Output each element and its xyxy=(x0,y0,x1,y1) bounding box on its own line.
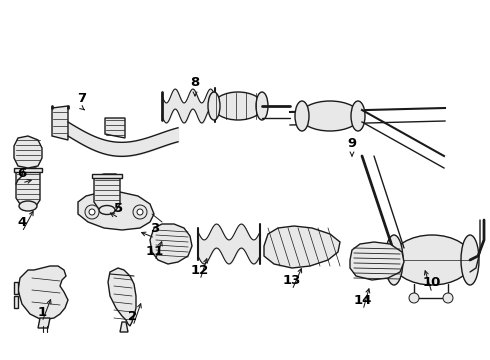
Text: 13: 13 xyxy=(283,274,301,287)
Text: 12: 12 xyxy=(191,264,209,276)
Polygon shape xyxy=(52,106,68,140)
Polygon shape xyxy=(350,242,404,280)
Ellipse shape xyxy=(351,101,365,131)
Circle shape xyxy=(85,205,99,219)
Polygon shape xyxy=(92,174,122,178)
Ellipse shape xyxy=(99,206,115,215)
Polygon shape xyxy=(264,226,340,268)
Polygon shape xyxy=(14,296,18,308)
Polygon shape xyxy=(38,318,50,328)
Polygon shape xyxy=(105,118,125,138)
Ellipse shape xyxy=(256,92,268,120)
Text: 11: 11 xyxy=(146,244,164,257)
Text: 3: 3 xyxy=(150,221,160,234)
Polygon shape xyxy=(120,322,128,332)
Text: 6: 6 xyxy=(17,166,26,180)
Ellipse shape xyxy=(213,92,263,120)
Ellipse shape xyxy=(461,235,479,285)
Circle shape xyxy=(133,205,147,219)
Ellipse shape xyxy=(295,101,309,131)
Polygon shape xyxy=(16,168,40,208)
Text: 4: 4 xyxy=(17,216,26,229)
Polygon shape xyxy=(150,224,192,264)
Circle shape xyxy=(409,293,419,303)
Text: 8: 8 xyxy=(191,76,199,89)
Polygon shape xyxy=(78,192,154,230)
Circle shape xyxy=(89,209,95,215)
Ellipse shape xyxy=(208,92,220,120)
Polygon shape xyxy=(14,282,18,294)
Polygon shape xyxy=(94,174,120,212)
Ellipse shape xyxy=(300,101,360,131)
Polygon shape xyxy=(18,266,68,320)
Circle shape xyxy=(443,293,453,303)
Text: 10: 10 xyxy=(423,276,441,289)
Ellipse shape xyxy=(385,235,403,285)
Text: 7: 7 xyxy=(77,91,87,104)
Polygon shape xyxy=(14,168,42,172)
Text: 2: 2 xyxy=(128,310,138,323)
Polygon shape xyxy=(14,136,42,168)
Text: 9: 9 xyxy=(347,136,357,149)
Circle shape xyxy=(137,209,143,215)
Polygon shape xyxy=(108,268,136,326)
Text: 1: 1 xyxy=(37,306,47,319)
Text: 14: 14 xyxy=(354,293,372,306)
Ellipse shape xyxy=(19,201,37,211)
Text: 5: 5 xyxy=(115,202,123,215)
Ellipse shape xyxy=(392,235,472,285)
